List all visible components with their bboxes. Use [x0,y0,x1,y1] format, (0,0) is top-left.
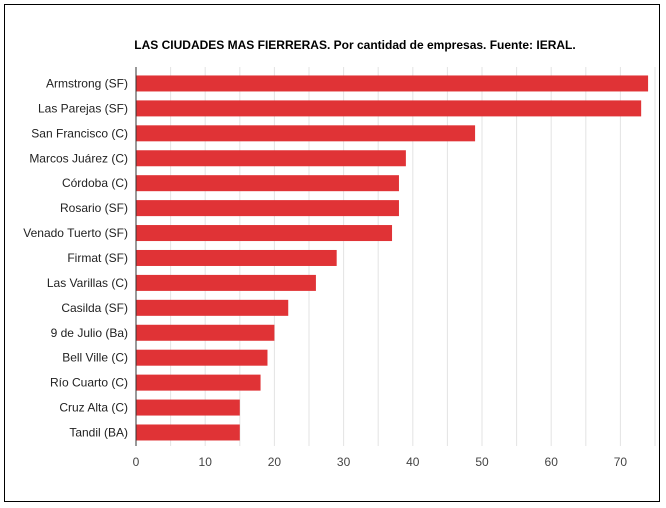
bar [136,175,399,192]
bar [136,200,399,217]
x-tick-label: 0 [133,455,140,469]
category-label: 9 de Julio (Ba) [51,326,128,340]
bar [136,274,316,291]
category-label: Córdoba (C) [62,176,128,190]
category-label: Armstrong (SF) [46,76,128,90]
chart-frame: LAS CIUDADES MAS FIERRERAS. Por cantidad… [4,4,660,502]
bar-chart: LAS CIUDADES MAS FIERRERAS. Por cantidad… [23,38,656,469]
x-tick-label: 60 [545,455,559,469]
x-tick-label: 40 [406,455,420,469]
bars [136,75,649,441]
bar [136,150,406,167]
category-label: Marcos Juárez (C) [29,151,128,165]
bar [136,225,393,242]
bar [136,75,649,92]
chart-title: LAS CIUDADES MAS FIERRERAS. Por cantidad… [134,38,575,52]
bar [136,100,642,117]
category-label: Firmat (SF) [67,251,128,265]
x-tick-labels: 0 10 20 30 40 50 60 70 [133,455,628,469]
category-label: Cruz Alta (C) [59,401,128,415]
bar [136,125,476,142]
category-label: Río Cuarto (C) [50,376,128,390]
category-label: Las Parejas (SF) [38,101,128,115]
bar [136,424,240,441]
bar [136,349,268,366]
bar [136,374,261,391]
bar [136,399,240,416]
category-label: Bell Ville (C) [62,351,128,365]
bar [136,299,289,316]
category-labels: Armstrong (SF) Las Parejas (SF) San Franci… [23,76,128,439]
category-label: Casilda (SF) [61,301,128,315]
category-label: Rosario (SF) [60,201,128,215]
category-label: Tandil (BA) [69,425,128,439]
x-tick-label: 50 [475,455,489,469]
bar [136,324,275,341]
x-tick-label: 20 [268,455,282,469]
x-tick-label: 10 [199,455,213,469]
category-label: San Francisco (C) [31,126,128,140]
bar [136,249,337,266]
x-tick-label: 30 [337,455,351,469]
x-tick-label: 70 [614,455,628,469]
category-label: Venado Tuerto (SF) [23,226,128,240]
category-label: Las Varillas (C) [47,276,128,290]
